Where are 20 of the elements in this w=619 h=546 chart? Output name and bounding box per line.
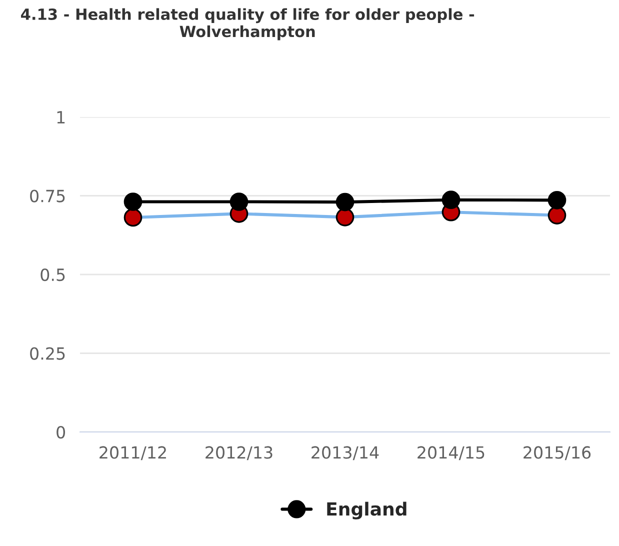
point xyxy=(336,208,354,226)
x-tick-label: 2012/13 xyxy=(206,446,272,460)
point xyxy=(442,190,460,210)
legend-label: England xyxy=(327,502,406,520)
chart-title: 4.13 - Health related quality of life for older people - Wolverhampton xyxy=(21,8,474,40)
point xyxy=(336,192,354,212)
x-tick-label: 2014/15 xyxy=(418,446,484,460)
x-tick-label: 2015/16 xyxy=(524,446,591,460)
y-tick-label: 0.5 xyxy=(40,268,65,282)
point xyxy=(548,206,566,224)
x-tick-label: 2013/14 xyxy=(312,446,379,460)
y-tick-label: 0.25 xyxy=(30,347,65,360)
point xyxy=(230,192,248,211)
y-tick-label: 0 xyxy=(56,426,66,439)
y-tick-label: 0.75 xyxy=(30,190,65,202)
x-tick-label: 2011/12 xyxy=(100,446,166,460)
y-tick-label: 1 xyxy=(57,111,65,124)
point xyxy=(124,208,142,227)
point xyxy=(124,192,142,211)
point xyxy=(548,190,566,210)
